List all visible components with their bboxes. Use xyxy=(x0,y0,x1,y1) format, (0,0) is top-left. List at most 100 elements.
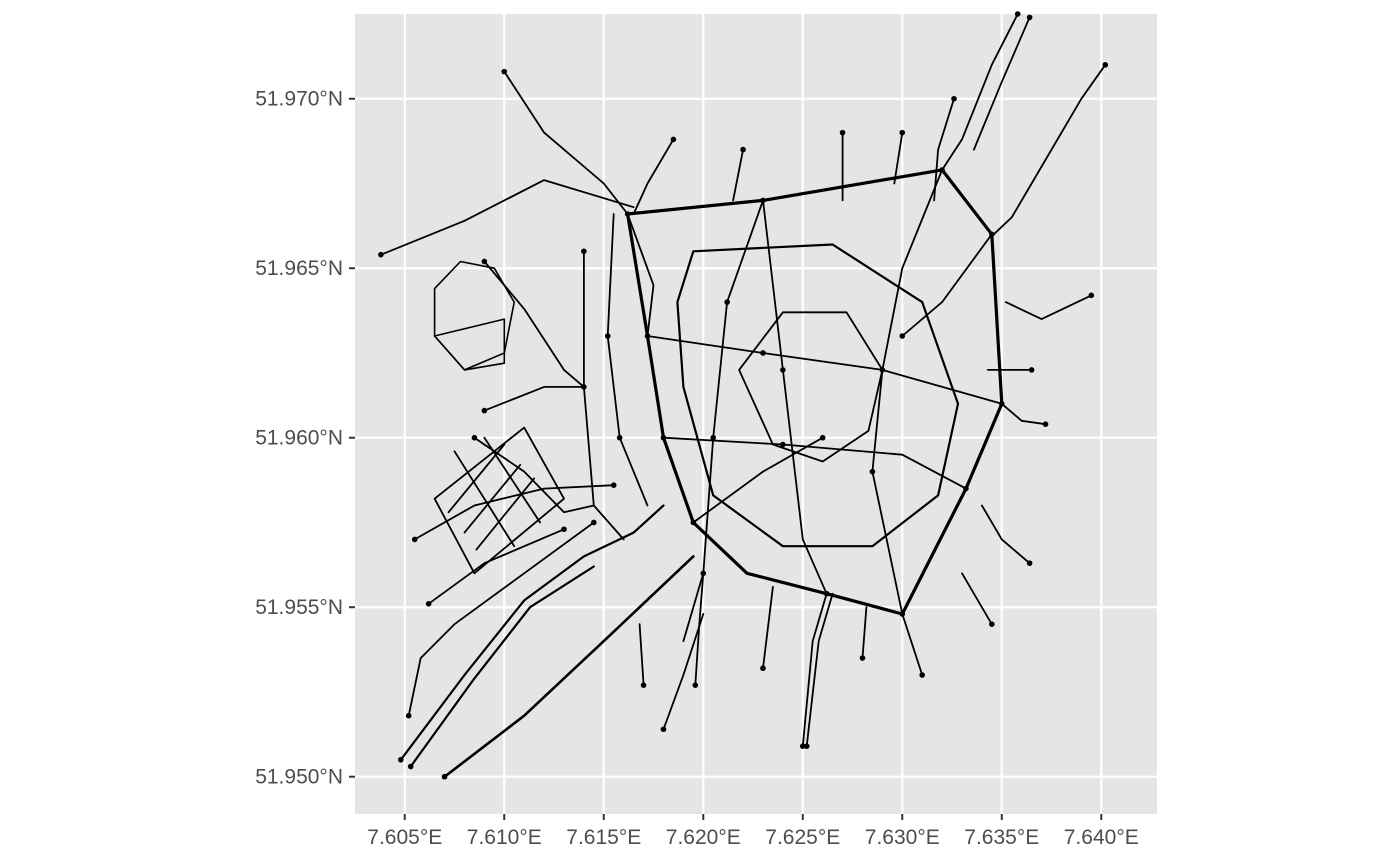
network-node-59 xyxy=(616,434,623,441)
network-node-47 xyxy=(879,367,886,373)
street-line-31 xyxy=(606,213,649,507)
network-node-20 xyxy=(670,136,677,143)
network-node-29 xyxy=(760,665,766,672)
street-line-36 xyxy=(732,148,744,202)
street-line-7 xyxy=(941,13,1019,171)
network-node-3 xyxy=(1014,11,1021,17)
network-node-24 xyxy=(471,434,478,441)
street-line-5 xyxy=(632,138,675,215)
harbour-line-50 xyxy=(453,450,516,548)
street-line-11 xyxy=(981,504,1031,565)
harbour-line-51 xyxy=(483,436,541,524)
street-line-26 xyxy=(662,436,967,490)
network-node-21 xyxy=(740,146,746,153)
network-node-33 xyxy=(591,519,597,526)
network-node-6 xyxy=(397,756,404,763)
network-node-49 xyxy=(989,231,995,238)
network-node-17 xyxy=(1042,421,1049,427)
y-tick-label-0: 51.950°N xyxy=(255,766,343,789)
x-tick-label-4: 7.625°E xyxy=(765,826,840,849)
network-node-35 xyxy=(760,197,766,204)
network-node-11 xyxy=(425,601,432,607)
promenade-line-1 xyxy=(676,243,960,548)
street-line-6 xyxy=(992,63,1107,236)
network-node-38 xyxy=(700,570,707,577)
network-nodes xyxy=(378,11,1109,780)
street-line-35 xyxy=(473,436,595,514)
panel-background xyxy=(355,14,1157,814)
river-line-12 xyxy=(399,504,665,761)
street-line-43 xyxy=(961,572,993,626)
street-line-44 xyxy=(1004,294,1093,321)
street-line-39 xyxy=(682,572,705,642)
network-node-45 xyxy=(690,519,697,526)
street-line-21 xyxy=(694,572,705,687)
network-node-1 xyxy=(501,68,508,75)
network-node-7 xyxy=(407,763,414,770)
harbour-line-49 xyxy=(475,477,535,551)
network-node-55 xyxy=(899,333,906,339)
y-tick-label-3: 51.965°N xyxy=(255,257,343,280)
x-tick-label-6: 7.635°E xyxy=(964,826,1039,849)
network-node-41 xyxy=(998,401,1005,407)
network-node-51 xyxy=(724,299,730,305)
network-node-2 xyxy=(1102,62,1109,68)
network-node-14 xyxy=(660,726,667,733)
network-node-43 xyxy=(644,333,651,339)
network-node-0 xyxy=(378,251,384,258)
street-line-42 xyxy=(901,613,924,676)
network-node-27 xyxy=(610,482,617,488)
network-node-52 xyxy=(780,441,786,448)
x-tick-label-0: 7.605°E xyxy=(367,826,442,849)
x-tick-label-3: 7.620°E xyxy=(666,826,741,849)
street-line-40 xyxy=(861,606,868,659)
river-line-13 xyxy=(409,565,595,768)
street-line-25 xyxy=(646,335,1003,405)
x-axis: 7.605°E 7.610°E 7.615°E 7.620°E 7.625°E 7.630… xyxy=(367,814,1139,849)
harbour-line-48 xyxy=(463,463,522,534)
street-line-2 xyxy=(738,311,884,463)
network-node-42 xyxy=(963,485,969,492)
network-node-48 xyxy=(869,468,876,475)
network-node-19 xyxy=(1088,292,1095,299)
street-line-10 xyxy=(1000,402,1047,426)
street-line-8 xyxy=(973,16,1031,151)
network-node-34 xyxy=(561,526,567,533)
street-line-28 xyxy=(901,233,993,337)
network-node-39 xyxy=(823,590,830,597)
network-node-36 xyxy=(939,167,945,173)
street-line-38 xyxy=(893,131,904,185)
network-node-57 xyxy=(581,248,587,255)
network-node-22 xyxy=(839,129,846,136)
street-line-19 xyxy=(805,592,834,748)
network-node-12 xyxy=(799,743,806,750)
x-tick-label-7: 7.640°E xyxy=(1064,826,1139,849)
network-node-10 xyxy=(411,536,418,543)
network-node-18 xyxy=(1026,560,1033,566)
network-node-58 xyxy=(604,333,611,339)
park-line-53 xyxy=(433,318,506,371)
street-line-29 xyxy=(692,436,824,524)
street-line-3 xyxy=(379,179,635,256)
street-line-30 xyxy=(626,213,655,337)
network-node-23 xyxy=(899,129,906,136)
network-node-53 xyxy=(819,434,826,441)
street-line-34 xyxy=(483,385,585,412)
street-line-23 xyxy=(702,199,764,575)
network-node-50 xyxy=(710,434,717,441)
y-tick-label-4: 51.970°N xyxy=(255,88,343,111)
street-line-22 xyxy=(638,623,645,687)
network-node-40 xyxy=(899,611,906,617)
harbour-line-47 xyxy=(447,443,506,514)
x-tick-label-1: 7.610°E xyxy=(467,826,542,849)
street-line-17 xyxy=(427,528,565,605)
network-node-13 xyxy=(803,743,810,750)
network-node-56 xyxy=(581,384,587,390)
network-node-16 xyxy=(640,682,647,688)
network-node-31 xyxy=(989,621,995,627)
street-line-4 xyxy=(503,70,629,215)
street-line-15 xyxy=(407,521,595,717)
street-line-20 xyxy=(662,613,705,731)
network-node-46 xyxy=(780,367,786,373)
